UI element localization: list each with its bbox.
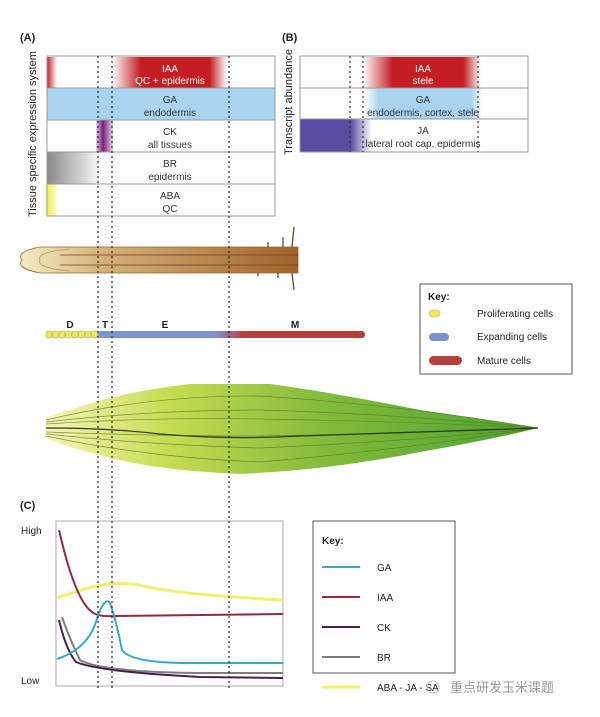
proliferating-cell: [65, 330, 72, 339]
aba-tissue: QC: [163, 204, 178, 215]
ck-hormone: CK: [163, 127, 177, 138]
cell-file: [45, 330, 365, 339]
panel-a-axis-label: Tissue specific expression system: [27, 51, 39, 217]
y-high-label: High: [21, 526, 42, 537]
ga-hormone: GA: [163, 95, 178, 106]
proliferating-cell: [84, 330, 92, 339]
iaa-hormone: IAA: [162, 64, 178, 75]
zone-boundary-lines: [97, 56, 230, 690]
iaa-band: [112, 57, 227, 88]
plot-frame: [55, 520, 284, 687]
hormone-key: Key: GA IAA CK BR ABA - JA - SA: [312, 520, 456, 694]
key-mature: Mature cells: [477, 356, 531, 367]
ga-b-tissue: endodermis, cortex, stele: [367, 108, 479, 119]
root-illustration: [20, 226, 299, 291]
proliferating-cell: [58, 330, 66, 339]
watermark: 重点研发玉米课题: [426, 680, 554, 695]
proliferating-swatch: [428, 309, 441, 318]
br-tissue: epidermis: [148, 172, 191, 183]
cell-key: Key: Proliferating cells Expanding cells…: [419, 283, 573, 375]
iaa-qc-band: [47, 57, 57, 88]
watermark-text: 重点研发玉米课题: [450, 680, 554, 695]
proliferating-cell: [52, 330, 59, 339]
transition-cells: [215, 331, 245, 338]
cell-key-title: Key:: [428, 292, 450, 303]
proliferating-cell: [45, 330, 53, 339]
panel-b-zone-lines: [349, 56, 479, 152]
ga-curve: [56, 600, 283, 664]
iaa-tissue: QC + epidermis: [135, 76, 205, 87]
ga-b-band: [365, 88, 483, 119]
br-curve: [61, 616, 283, 674]
br-band: [47, 152, 102, 184]
panel-a-label: (A): [20, 32, 36, 44]
panel-b-label: (B): [282, 32, 298, 44]
hormone-key-title: Key:: [322, 536, 344, 547]
key-proliferating: Proliferating cells: [477, 309, 553, 320]
ja-band: [300, 119, 372, 152]
key-label-2: CK: [377, 623, 391, 634]
y-low-label: Low: [21, 676, 40, 687]
expanding-swatch: [429, 333, 449, 341]
key-label-4: ABA - JA - SA: [377, 683, 439, 694]
br-hormone: BR: [163, 159, 177, 170]
zone-m-label: M: [291, 320, 299, 331]
panel-a-table: IAA QC + epidermis GA endodermis CK all …: [46, 55, 276, 217]
proliferating-cell: [71, 330, 79, 339]
ga-b-hormone: GA: [416, 95, 431, 106]
key-expanding: Expanding cells: [477, 332, 547, 343]
wechat-icon: [426, 680, 440, 694]
zone-t-label: T: [102, 320, 108, 331]
iaa-b-tissue: stele: [412, 76, 434, 87]
aba-ja-sa-curve: [56, 582, 284, 602]
zone-e-label: E: [162, 320, 169, 331]
ja-hormone: JA: [417, 126, 429, 137]
expanding-cells: [98, 331, 230, 338]
aba-hormone: ABA: [160, 191, 180, 202]
ja-tissue: lateral root cap, epidermis: [365, 139, 480, 150]
iaa-b-band: [363, 57, 481, 88]
iaa-curve: [58, 529, 284, 618]
key-label-0: GA: [377, 563, 392, 574]
proliferating-cell: [91, 330, 98, 339]
zone-d-label: D: [66, 320, 73, 331]
mature-cells: [240, 331, 365, 338]
proliferating-cell: [78, 330, 85, 339]
leaf-illustration: [45, 384, 539, 474]
aba-band: [47, 184, 59, 216]
panel-c-label: (C): [20, 500, 36, 512]
key-label-3: BR: [377, 653, 391, 664]
ga-tissue: endodermis: [144, 108, 196, 119]
curves: [56, 529, 284, 679]
ga-band: [47, 88, 275, 120]
iaa-b-hormone: IAA: [415, 64, 431, 75]
panel-b-axis-label: Transcript abundance: [283, 49, 295, 155]
ck-band: [96, 120, 113, 152]
panel-b-table: IAA stele GA endodermis, cortex, stele J…: [299, 55, 529, 153]
ck-tissue: all tissues: [148, 140, 192, 151]
mature-swatch: [429, 356, 462, 365]
ck-curve: [58, 619, 284, 679]
key-label-1: IAA: [377, 593, 393, 604]
